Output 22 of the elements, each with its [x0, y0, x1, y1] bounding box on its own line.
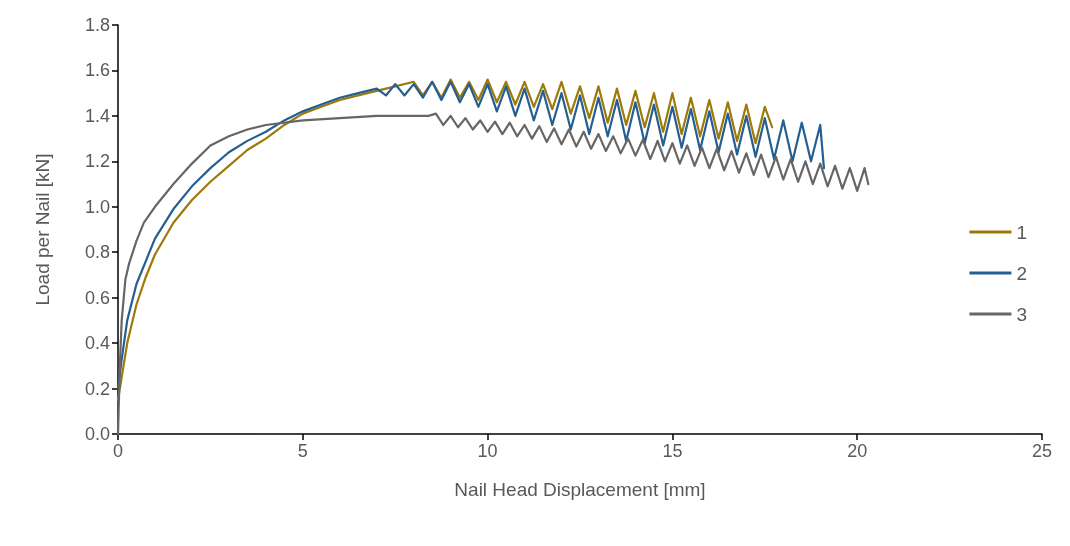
- y-tick-label: 0.8: [84, 242, 110, 263]
- x-tick-label: 10: [477, 441, 498, 461]
- y-tick-label: 1.4: [84, 105, 110, 126]
- y-axis-title: Load per Nail [kN]: [32, 153, 53, 306]
- y-tick-label: 1.0: [84, 196, 110, 217]
- x-axis-title: Nail Head Displacement [mm]: [454, 479, 706, 500]
- y-tick-label: 1.6: [84, 60, 110, 81]
- y-tick-label: 1.8: [84, 15, 110, 35]
- line-series: [116, 112, 870, 436]
- x-tick-label: 0: [112, 441, 124, 461]
- x-tick-label: 15: [662, 441, 683, 461]
- legend-label: 1: [1016, 221, 1028, 243]
- x-tick-label: 20: [847, 441, 868, 461]
- y-tick-label: 0.4: [84, 333, 110, 354]
- y-tick-label: 0.2: [84, 378, 110, 399]
- y-tick-label: 0.6: [84, 287, 110, 308]
- legend-label: 2: [1016, 262, 1028, 284]
- y-tick-label: 1.2: [84, 151, 110, 172]
- x-tick-label: 5: [297, 441, 308, 461]
- x-tick-label: 25: [1031, 441, 1053, 461]
- y-tick-label: 0.0: [84, 424, 110, 444]
- legend-label: 3: [1016, 303, 1028, 325]
